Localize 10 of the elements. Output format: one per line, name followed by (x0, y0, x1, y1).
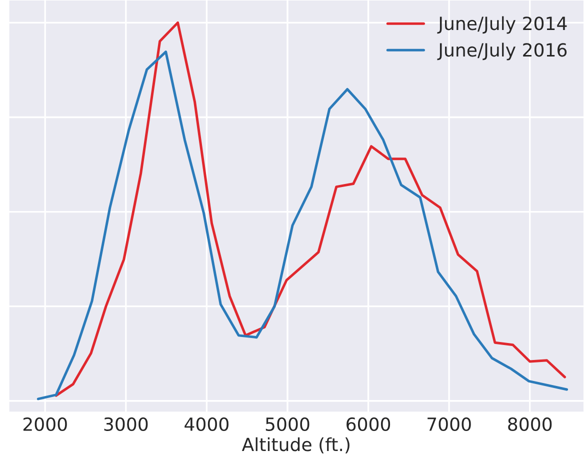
x-tick-label: 7000 (428, 417, 471, 432)
x-tick-label: 8000 (508, 417, 552, 432)
x-tick-label: 5000 (266, 417, 310, 432)
x-tick-label: 6000 (346, 417, 390, 432)
x-tick-label: 3000 (104, 417, 148, 432)
x-axis-title: Altitude (ft.) (242, 437, 350, 454)
x-tick-label: 4000 (184, 417, 228, 432)
legend-label: June/July 2014 (437, 16, 567, 34)
legend-label: June/July 2016 (437, 42, 567, 60)
x-tick-label: 2000 (23, 417, 67, 432)
